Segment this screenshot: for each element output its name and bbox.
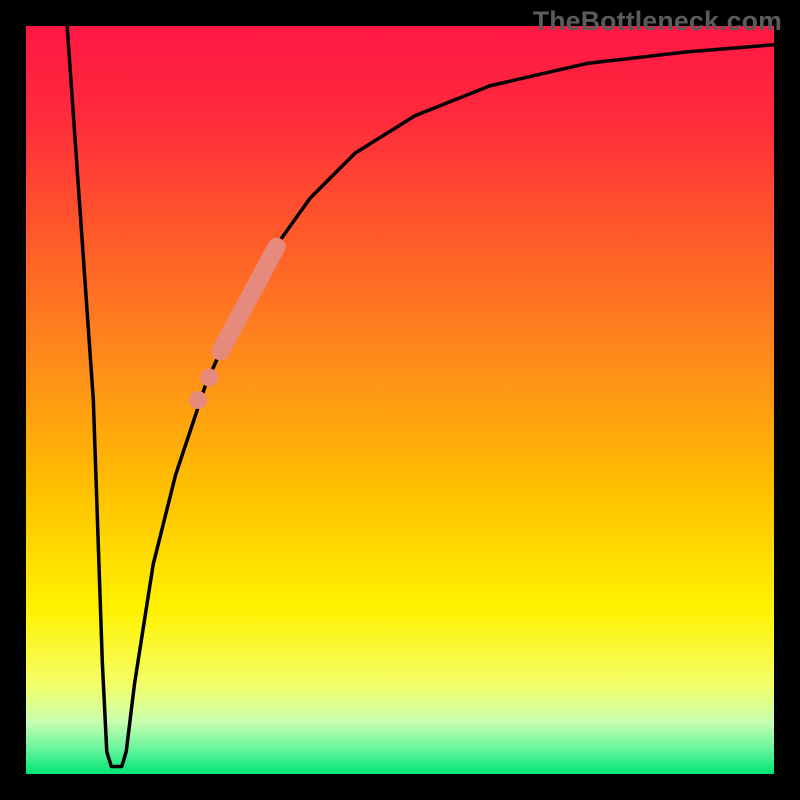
bottleneck-chart: TheBottleneck.com	[0, 0, 800, 800]
watermark-text: TheBottleneck.com	[533, 6, 782, 37]
chart-svg	[0, 0, 800, 800]
